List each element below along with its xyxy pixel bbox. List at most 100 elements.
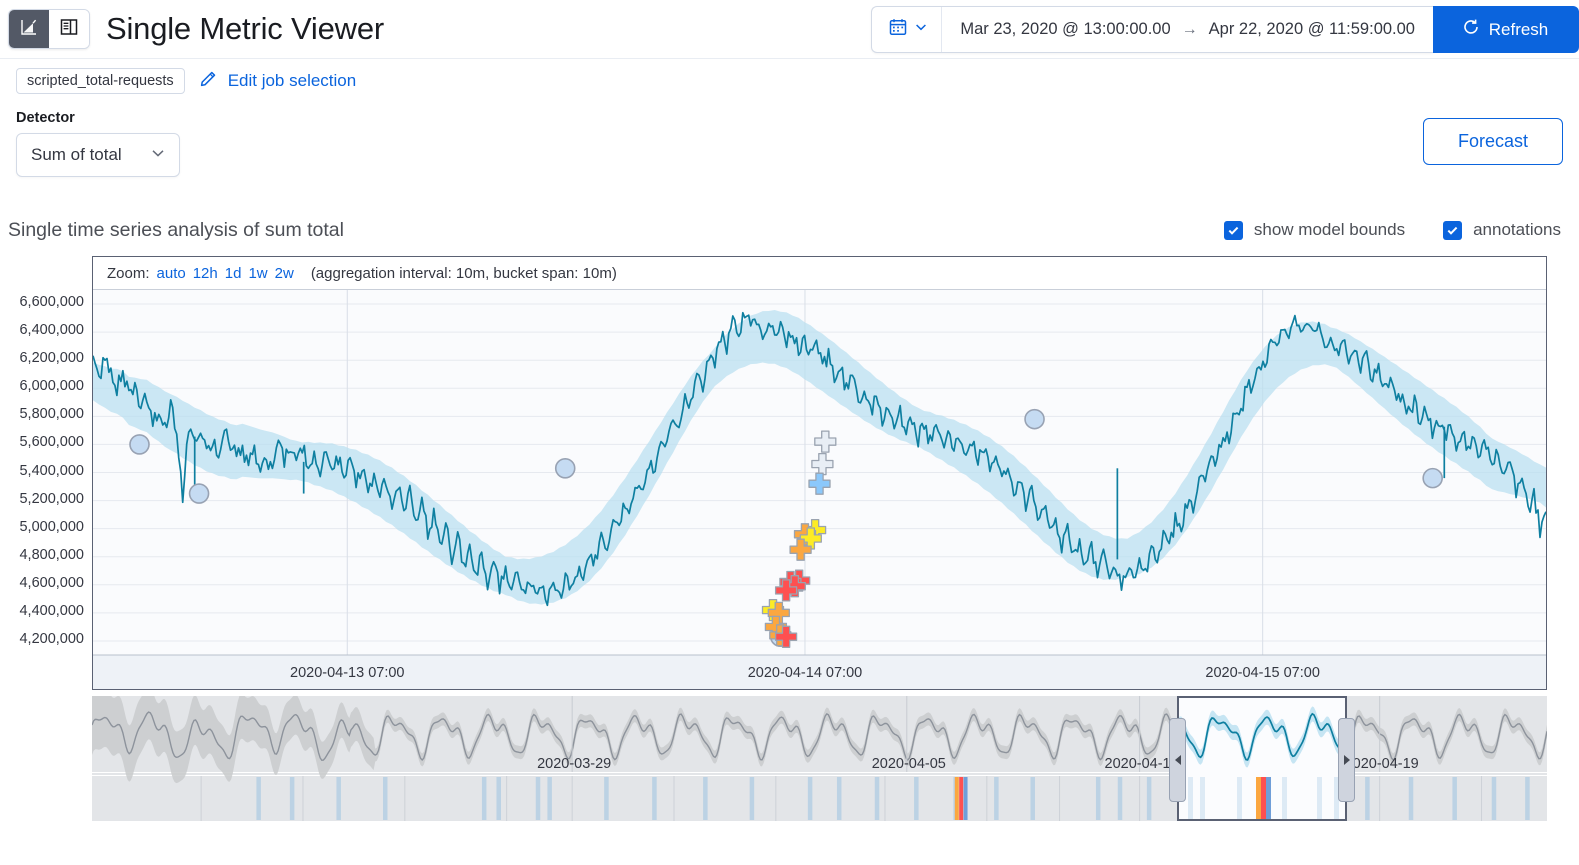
chart-svg[interactable]: 2020-04-13 07:00 2020-04-14 07:00 2020-04-… [92,290,1547,689]
swimlane-anomaly-bar[interactable] [535,777,541,820]
swimlane-anomaly-bar-major[interactable] [1256,777,1261,820]
chevron-right-icon [1343,755,1350,765]
chart-plot-container[interactable]: Zoom: auto 12h 1d 1w 2w (aggregation interva… [92,256,1547,690]
swimlane-anomaly-bar[interactable] [994,777,999,820]
swimlane-anomaly-bar[interactable] [1237,777,1242,820]
annotation-marker[interactable] [188,483,210,504]
show-model-bounds-checkbox[interactable]: show model bounds [1223,220,1406,240]
date-range-picker[interactable]: Mar 23, 2020 @ 13:00:00.00 → Apr 22, 202… [871,6,1433,53]
refresh-label: Refresh [1488,19,1549,39]
zoom-level-2w[interactable]: 2w [274,264,294,282]
swimlane-anomaly-bar[interactable] [874,777,880,820]
navigator-tick-label: 2020-04-05 [872,756,946,772]
swimlane-anomaly-bar[interactable] [703,777,708,820]
swimlane-anomaly-bar-critical[interactable] [1261,777,1266,820]
navigator-tick-label: 2020-04-19 [1345,756,1419,772]
detector-value: Sum of total [31,145,122,164]
detector-label: Detector [16,110,75,126]
edit-job-selection-label: Edit job selection [227,70,357,90]
y-axis-tick-label: 5,800,000 [19,406,84,423]
swimlane-anomaly-bar[interactable] [1200,777,1205,820]
swimlane-anomaly-bar[interactable] [1491,777,1497,820]
swimlane-anomaly-bar[interactable] [256,777,261,820]
annotation-marker[interactable] [1422,467,1443,489]
swimlane-anomaly-bar-warning[interactable] [963,777,968,820]
zoom-level-links[interactable]: auto 12h 1d 1w 2w [157,265,294,282]
swimlane-anomaly-bar[interactable] [1188,777,1193,820]
swimlane-anomaly-bar-critical[interactable] [959,777,964,820]
chart-navigator[interactable]: 2020-03-29 2020-04-05 2020-04-12 2020-04-19 [92,696,1547,821]
navigator-svg[interactable]: 2020-03-29 2020-04-05 2020-04-12 2020-04-19 [92,696,1547,821]
swimlane-anomaly-bar[interactable] [496,777,501,820]
page-title: Single Metric Viewer [106,11,384,46]
single-metric-chart: 6,600,000 6,400,000 6,200,000 6,000,000 5,80… [0,256,1579,696]
date-range-display[interactable]: Mar 23, 2020 @ 13:00:00.00 → Apr 22, 202… [942,20,1433,39]
zoom-level-1w[interactable]: 1w [248,264,268,282]
zoom-level-12h[interactable]: 12h [192,264,218,282]
refresh-button[interactable]: Refresh [1433,6,1579,53]
line-chart-icon [19,17,39,42]
anomaly-marker-low[interactable] [811,452,834,476]
swimlane-anomaly-bar[interactable] [383,777,388,820]
anomaly-marker-major[interactable] [789,538,812,561]
chart-view-button[interactable] [9,10,49,48]
show-model-bounds-label: show model bounds [1253,220,1406,239]
date-range-arrow-icon: → [1181,20,1198,38]
anomaly-marker-low[interactable] [814,430,837,453]
edit-job-selection-button[interactable]: Edit job selection [199,68,357,93]
chevron-down-icon [914,20,928,39]
detector-select[interactable]: Sum of total [16,133,180,177]
y-axis-tick-label: 6,200,000 [19,350,84,367]
zoom-level-1d[interactable]: 1d [224,264,242,282]
swimlane-anomaly-bar[interactable] [1030,777,1035,820]
zoom-prefix: Zoom: [107,264,150,282]
date-quick-select-button[interactable] [872,7,943,52]
y-axis-tick-label: 4,400,000 [19,602,84,619]
swimlane-anomaly-bar-major[interactable] [954,777,959,820]
zoom-controls: Zoom: auto 12h 1d 1w 2w (aggregation interva… [93,257,1546,290]
swimlane-anomaly-bar[interactable] [652,777,657,820]
swimlane-anomaly-bar[interactable] [807,777,813,820]
swimlane-anomaly-bar[interactable] [289,777,295,820]
y-axis-tick-label: 6,400,000 [19,322,84,339]
table-view-button[interactable] [49,10,89,48]
swimlane-anomaly-bar-warning[interactable] [1266,777,1271,820]
swimlane-anomaly-bar[interactable] [547,777,552,820]
swimlane-anomaly-bar[interactable] [1334,777,1339,820]
swimlane-anomaly-bar[interactable] [604,777,609,820]
annotations-label: annotations [1473,220,1561,239]
swimlane-anomaly-bar[interactable] [836,777,842,820]
date-end[interactable]: Apr 22, 2020 @ 11:59:00.00 [1208,20,1415,38]
anomaly-marker-critical[interactable] [774,625,798,648]
brush-handle-left[interactable] [1169,718,1186,802]
swimlane-anomaly-bar[interactable] [1282,777,1287,820]
anomaly-marker-minor[interactable] [799,527,822,550]
swimlane-anomaly-bar[interactable] [1095,777,1101,820]
anomaly-marker-critical[interactable] [774,579,798,602]
annotation-marker[interactable] [129,434,150,455]
anomaly-marker-warning[interactable] [808,472,831,495]
view-toggle-group[interactable] [8,9,90,49]
swimlane-anomaly-bar[interactable] [749,777,755,820]
swimlane-anomaly-bar[interactable] [1365,777,1370,820]
job-id-pill[interactable]: scripted_total-requests [16,67,185,94]
swimlane-anomaly-bar[interactable] [1146,777,1152,820]
swimlane-anomaly-bar[interactable] [1408,777,1414,820]
brush-handle-right[interactable] [1338,718,1355,802]
swimlane-anomaly-bar[interactable] [481,777,487,820]
forecast-button[interactable]: Forecast [1423,118,1563,165]
zoom-level-auto[interactable]: auto [156,264,186,282]
annotations-checkbox[interactable]: annotations [1443,220,1561,240]
swimlane-anomaly-bar[interactable] [1452,777,1457,820]
swimlane-anomaly-bar[interactable] [914,777,919,820]
annotation-marker[interactable] [1024,408,1045,430]
swimlane-anomaly-bar[interactable] [1525,777,1530,820]
x-axis-tick-label: 2020-04-15 07:00 [1205,665,1320,681]
y-axis-tick-label: 6,600,000 [19,294,84,311]
swimlane-anomaly-bar[interactable] [336,777,341,820]
annotation-marker[interactable] [554,457,576,479]
swimlane-anomaly-bar[interactable] [1117,777,1123,820]
date-start[interactable]: Mar 23, 2020 @ 13:00:00.00 [960,20,1171,38]
y-axis-tick-label: 4,800,000 [19,546,84,563]
swimlane-anomaly-bar[interactable] [1317,777,1322,820]
